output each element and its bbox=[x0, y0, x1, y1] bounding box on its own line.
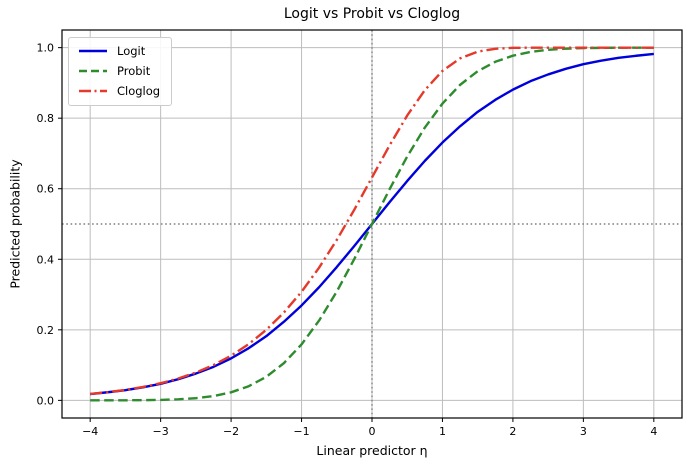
legend: Logit Probit Cloglog bbox=[68, 37, 173, 106]
legend-label-cloglog: Cloglog bbox=[117, 83, 161, 98]
logit-line-sample bbox=[79, 50, 107, 53]
y-axis-label: Predicted probability bbox=[7, 159, 23, 289]
legend-label-probit: Probit bbox=[117, 63, 151, 78]
legend-item-cloglog: Cloglog bbox=[78, 84, 160, 99]
x-tick-label: −1 bbox=[293, 425, 309, 438]
x-tick-label: −3 bbox=[153, 425, 169, 438]
x-tick-label: 3 bbox=[580, 425, 587, 438]
y-tick-label: 0.6 bbox=[37, 183, 55, 196]
x-tick-label: 2 bbox=[509, 425, 516, 438]
curve-probit bbox=[90, 46, 654, 402]
y-tick-label: 1.0 bbox=[37, 42, 55, 55]
legend-item-logit: Logit bbox=[78, 44, 160, 59]
x-tick-label: −4 bbox=[82, 425, 98, 438]
x-tick-label: −2 bbox=[223, 425, 239, 438]
x-axis-label: Linear predictor η bbox=[316, 443, 428, 458]
x-tick-label: 0 bbox=[369, 425, 376, 438]
y-tick-label: 0.8 bbox=[37, 112, 55, 125]
legend-label-logit: Logit bbox=[117, 44, 146, 58]
cloglog-line-sample bbox=[79, 90, 107, 93]
probit-line-sample bbox=[79, 70, 107, 73]
chart-title: Logit vs Probit vs Cloglog bbox=[283, 6, 461, 22]
curve-cloglog bbox=[90, 46, 654, 396]
y-tick-label: 0.0 bbox=[37, 394, 55, 407]
x-tick-label: 4 bbox=[650, 425, 657, 438]
y-tick-label: 0.4 bbox=[37, 253, 55, 266]
legend-item-probit: Probit bbox=[78, 64, 160, 79]
x-tick-label: 1 bbox=[439, 425, 446, 438]
y-tick-label: 0.2 bbox=[37, 324, 55, 337]
